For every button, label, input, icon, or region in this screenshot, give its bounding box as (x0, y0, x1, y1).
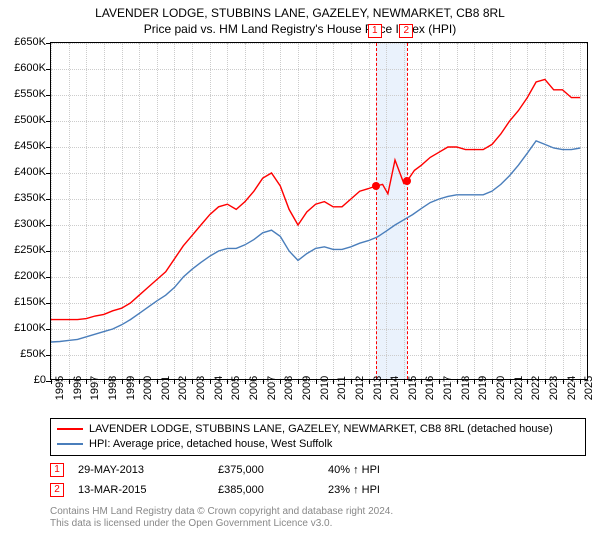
legend-item: HPI: Average price, detached house, West… (57, 437, 579, 452)
xtick-label: 2004 (213, 376, 225, 400)
legend-label: HPI: Average price, detached house, West… (89, 438, 332, 450)
transaction-row: 2 13-MAR-2015£385,00023% ↑ HPI (50, 480, 588, 500)
footer-line-1: Contains HM Land Registry data © Crown c… (50, 506, 393, 518)
ytick-label: £550K (4, 88, 46, 100)
xtick-label: 2016 (424, 376, 436, 400)
xtick-label: 1999 (125, 376, 137, 400)
transaction-number-box: 1 (50, 463, 64, 477)
xtick-label: 2024 (566, 376, 578, 400)
transaction-row: 1 29-MAY-2013£375,00040% ↑ HPI (50, 460, 588, 480)
xtick-label: 2015 (407, 376, 419, 400)
series-hpi (51, 43, 589, 381)
xtick-label: 2023 (548, 376, 560, 400)
xtick-label: 2010 (319, 376, 331, 400)
xtick-label: 1998 (107, 376, 119, 400)
xtick-label: 2002 (177, 376, 189, 400)
legend: LAVENDER LODGE, STUBBINS LANE, GAZELEY, … (50, 418, 586, 456)
xtick-label: 2012 (354, 376, 366, 400)
xtick-label: 2019 (477, 376, 489, 400)
xtick-label: 2020 (495, 376, 507, 400)
ytick-label: £350K (4, 192, 46, 204)
ytick-label: £200K (4, 270, 46, 282)
chart-plot-area (50, 42, 588, 380)
xtick-label: 2007 (266, 376, 278, 400)
xtick-label: 2005 (230, 376, 242, 400)
xtick-label: 2025 (583, 376, 595, 400)
xtick-label: 2013 (372, 376, 384, 400)
xtick-label: 2008 (283, 376, 295, 400)
ytick-label: £450K (4, 140, 46, 152)
transaction-number-box: 2 (50, 483, 64, 497)
ytick-label: £400K (4, 166, 46, 178)
xtick-label: 2021 (513, 376, 525, 400)
xtick-label: 2022 (530, 376, 542, 400)
ytick-label: £0 (4, 374, 46, 386)
ytick-label: £250K (4, 244, 46, 256)
transaction-dot (403, 177, 411, 185)
xtick-label: 2011 (336, 376, 348, 400)
transactions-table: 1 29-MAY-2013£375,00040% ↑ HPI 2 13-MAR-201… (50, 460, 588, 500)
legend-item: LAVENDER LODGE, STUBBINS LANE, GAZELEY, … (57, 422, 579, 437)
legend-swatch (57, 443, 83, 445)
ytick-label: £50K (4, 348, 46, 360)
legend-label: LAVENDER LODGE, STUBBINS LANE, GAZELEY, … (89, 423, 553, 435)
xtick-label: 1996 (72, 376, 84, 400)
xtick-label: 2000 (142, 376, 154, 400)
xtick-label: 1997 (89, 376, 101, 400)
transaction-dot (372, 182, 380, 190)
xtick-label: 2014 (389, 376, 401, 400)
xtick-label: 2003 (195, 376, 207, 400)
ytick-label: £500K (4, 114, 46, 126)
transaction-marker-box: 1 (368, 24, 382, 38)
xtick-label: 2001 (160, 376, 172, 400)
transaction-price: £375,000 (218, 464, 328, 476)
ytick-label: £650K (4, 36, 46, 48)
ytick-label: £100K (4, 322, 46, 334)
xtick-label: 2009 (301, 376, 313, 400)
chart-title: LAVENDER LODGE, STUBBINS LANE, GAZELEY, … (0, 0, 600, 20)
transaction-date: 13-MAR-2015 (78, 484, 218, 496)
transaction-change: 23% ↑ HPI (328, 484, 438, 496)
footer-line-2: This data is licensed under the Open Gov… (50, 518, 393, 530)
ytick-label: £150K (4, 296, 46, 308)
xtick-label: 2006 (248, 376, 260, 400)
transaction-price: £385,000 (218, 484, 328, 496)
transaction-date: 29-MAY-2013 (78, 464, 218, 476)
xtick-label: 2018 (460, 376, 472, 400)
transaction-marker-box: 2 (399, 24, 413, 38)
chart-subtitle: Price paid vs. HM Land Registry's House … (0, 20, 600, 36)
xtick-label: 1995 (54, 376, 66, 400)
transaction-change: 40% ↑ HPI (328, 464, 438, 476)
ytick-label: £600K (4, 62, 46, 74)
legend-swatch (57, 428, 83, 430)
ytick-label: £300K (4, 218, 46, 230)
xtick-label: 2017 (442, 376, 454, 400)
footer-attribution: Contains HM Land Registry data © Crown c… (50, 506, 393, 530)
